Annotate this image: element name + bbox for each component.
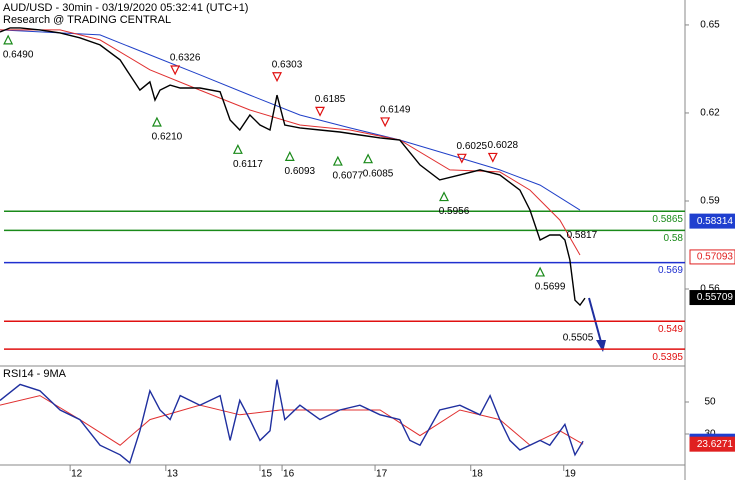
annotation-label: 0.5956 [439, 206, 470, 217]
annotation-label: 0.6093 [285, 166, 316, 177]
x-tick-label: 15 [261, 469, 273, 480]
support-marker [363, 153, 374, 164]
x-tick-label: 18 [472, 469, 484, 480]
annotation-label: 0.6085 [363, 168, 394, 179]
x-tick-label: 16 [283, 469, 295, 480]
support-marker [439, 191, 449, 202]
value-box [689, 213, 735, 229]
series-line [0, 29, 581, 256]
value-box [689, 436, 735, 452]
series-line [0, 29, 581, 211]
rsi-title: RSI14 - 9MA [3, 368, 67, 380]
resistance-marker [487, 152, 498, 163]
annotation-label: 0.6185 [315, 94, 346, 105]
x-tick-label: 13 [167, 469, 179, 480]
support-marker [284, 151, 295, 161]
y-tick-label: 0.62 [700, 108, 720, 119]
y-tick-label: 0.65 [700, 20, 720, 31]
annotation-label: 0.6210 [152, 132, 183, 143]
support-marker [332, 155, 343, 166]
annotation-label: 0.6326 [170, 53, 201, 64]
value-box [689, 290, 735, 306]
support-marker [232, 143, 243, 154]
chart-title: AUD/USD - 30min - 03/19/2020 05:32:41 (U… [3, 2, 248, 14]
y-tick-label: 0.59 [700, 196, 720, 207]
x-tick-label: 19 [565, 469, 577, 480]
value-box [689, 249, 735, 265]
annotation-label: 0.6149 [380, 105, 411, 116]
level-label: 0.5395 [652, 352, 683, 363]
annotation-label: 0.5505 [563, 333, 594, 344]
annotation-label: 0.5699 [535, 282, 566, 293]
value-box-label: 0.57093 [697, 252, 734, 263]
annotation-label: 0.5817 [567, 230, 598, 241]
level-label: 0.58 [664, 233, 684, 244]
series-line [0, 395, 584, 446]
annotation-label: 0.6025 [457, 141, 488, 152]
resistance-marker [272, 72, 282, 83]
annotation-label: 0.6077 [333, 171, 364, 182]
level-label: 0.569 [658, 265, 683, 276]
support-marker [3, 34, 14, 45]
y-tick-label: 50 [704, 397, 716, 408]
x-tick-label: 17 [376, 469, 388, 480]
value-box-label: 23.6271 [697, 439, 734, 450]
series-line [0, 27, 586, 307]
support-marker [535, 266, 546, 277]
level-label: 0.549 [658, 324, 683, 335]
chart-subtitle: Research @ TRADING CENTRAL [3, 14, 171, 26]
annotation-label: 0.6490 [3, 50, 34, 61]
annotation-label: 0.6028 [488, 140, 519, 151]
x-tick-label: 12 [71, 469, 83, 480]
annotation-label: 0.6117 [233, 159, 263, 170]
series-line [0, 379, 584, 465]
level-label: 0.5865 [652, 214, 683, 225]
resistance-marker [380, 117, 391, 128]
resistance-marker [170, 65, 181, 76]
value-box-label: 0.58314 [697, 216, 734, 227]
resistance-marker [456, 153, 467, 164]
y-tick-label: 0.56 [700, 284, 720, 295]
resistance-marker [315, 106, 325, 117]
support-marker [151, 116, 162, 127]
value-box-label: 0.55709 [697, 292, 734, 303]
annotation-label: 0.6303 [272, 59, 303, 70]
